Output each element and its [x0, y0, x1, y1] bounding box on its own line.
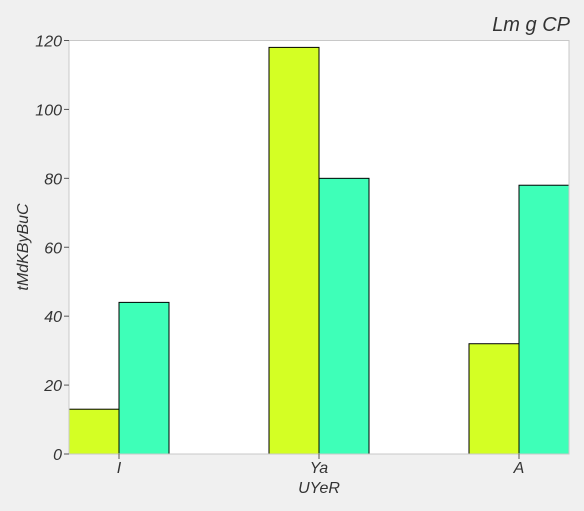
bar-i-series-2 [118, 301, 170, 455]
x-tick-label: A [513, 460, 525, 477]
bars-layer [68, 46, 570, 455]
y-axis-label: tMdKByBuC [15, 203, 32, 291]
y-tick-label: 40 [44, 309, 62, 326]
bar-a-series-1 [468, 343, 520, 455]
bar-ya-series-2 [318, 177, 370, 455]
x-tick-label: I [117, 460, 122, 477]
y-tick-label: 60 [44, 240, 62, 257]
y-tick-label: 20 [43, 378, 62, 395]
y-tick-label: 80 [44, 171, 62, 188]
tick-labels-layer: I Ya A 0 20 40 60 80 100 120 [35, 34, 524, 478]
y-tick-label: 120 [35, 34, 62, 51]
bar-a-series-2 [518, 184, 570, 455]
bar-ya-series-1 [268, 46, 320, 455]
ticks-layer [64, 40, 520, 459]
y-tick-label: 100 [35, 102, 62, 119]
chart-title: Lm g CP [492, 14, 570, 36]
x-tick-label: Ya [310, 460, 328, 477]
y-tick-label: 0 [53, 447, 62, 464]
bar-i-series-1 [68, 408, 120, 455]
x-axis-label: UYeR [298, 480, 340, 497]
